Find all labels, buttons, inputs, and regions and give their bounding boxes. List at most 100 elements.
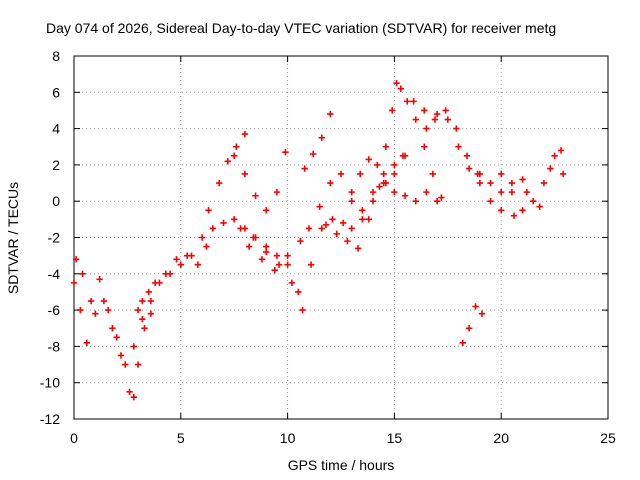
data-point <box>478 310 486 317</box>
data-point <box>348 198 355 205</box>
data-point <box>173 256 180 263</box>
series-track-8 <box>245 237 304 274</box>
data-point <box>327 179 334 187</box>
y-tick-label: 0 <box>52 193 60 209</box>
data-point <box>237 225 244 232</box>
data-point <box>117 352 125 359</box>
x-axis-label: GPS time / hours <box>288 457 395 473</box>
data-point <box>145 288 152 296</box>
data-point <box>284 252 291 259</box>
data-point <box>551 152 558 160</box>
data-point <box>487 179 494 187</box>
data-point <box>536 203 543 210</box>
data-point <box>203 243 210 250</box>
data-point <box>399 152 407 160</box>
data-point <box>547 165 554 172</box>
data-point <box>498 188 505 196</box>
data-point <box>288 279 296 287</box>
data-point <box>412 198 419 205</box>
x-tick-label: 10 <box>280 430 296 446</box>
data-point <box>557 147 565 154</box>
data-point <box>113 334 120 341</box>
y-tick-label: -6 <box>48 302 61 318</box>
data-point <box>109 325 116 332</box>
data-point <box>359 207 366 214</box>
series-track-5 <box>205 130 249 214</box>
data-point <box>134 306 142 314</box>
data-point <box>177 261 184 268</box>
data-point <box>391 161 398 169</box>
series-track-14 <box>382 80 445 201</box>
data-point <box>429 170 437 178</box>
data-point <box>263 207 270 214</box>
data-point <box>391 188 398 196</box>
data-point <box>295 288 302 296</box>
data-point <box>100 297 108 305</box>
data-point <box>299 306 306 314</box>
data-point <box>224 158 231 165</box>
data-point <box>344 237 351 245</box>
data-point <box>389 107 396 114</box>
data-point <box>104 306 112 314</box>
series-track-15 <box>391 188 441 205</box>
data-point <box>231 152 238 160</box>
series-track-19 <box>476 152 567 214</box>
data-point <box>250 234 257 241</box>
series-track-2 <box>72 256 155 368</box>
data-point <box>284 261 291 268</box>
y-tick-label: -4 <box>48 266 61 282</box>
data-point <box>369 188 377 196</box>
data-point <box>421 143 428 150</box>
data-point <box>87 297 95 305</box>
data-point <box>498 170 505 178</box>
data-point <box>348 225 355 232</box>
y-tick-label: 2 <box>52 157 60 173</box>
data-point <box>391 170 398 178</box>
data-point <box>151 279 159 287</box>
x-tick-label: 15 <box>387 430 403 446</box>
series-track-10 <box>301 110 334 172</box>
data-point <box>382 179 390 187</box>
series-track-16 <box>399 98 481 178</box>
data-point <box>241 130 249 138</box>
data-point <box>147 297 155 305</box>
data-point <box>559 170 567 178</box>
data-point <box>519 207 526 214</box>
data-point <box>433 110 441 118</box>
data-point <box>241 170 249 178</box>
y-tick-label: 4 <box>52 121 60 137</box>
data-point <box>77 306 84 314</box>
data-point <box>92 310 99 317</box>
data-point <box>465 325 473 332</box>
data-point <box>307 261 315 268</box>
data-point <box>216 179 223 187</box>
data-point <box>273 188 281 196</box>
data-point <box>369 198 377 205</box>
series-track-18 <box>459 303 486 346</box>
chart-title: Day 074 of 2026, Sidereal Day-to-day VTE… <box>46 20 556 36</box>
data-point <box>508 179 516 187</box>
data-point <box>423 125 430 132</box>
data-point <box>329 216 336 223</box>
data-point <box>487 198 494 205</box>
data-point <box>316 203 323 210</box>
data-point <box>194 261 202 268</box>
data-point <box>401 192 409 199</box>
data-point <box>476 179 484 187</box>
series-track-17 <box>423 110 526 196</box>
data-point <box>444 116 451 123</box>
data-point <box>357 170 364 178</box>
data-point <box>333 230 340 238</box>
data-point <box>472 303 479 310</box>
data-point <box>70 279 78 287</box>
series-track-6 <box>231 148 289 214</box>
data-point <box>459 339 466 346</box>
data-point <box>442 107 449 114</box>
y-tick-label: 6 <box>52 84 60 100</box>
data-point <box>508 188 516 196</box>
data-point <box>382 143 390 150</box>
axis-ticks: 0 5 10 15 20 25 -12 -10 -8 -6 -4 -2 0 2 4 6 8 <box>40 48 616 446</box>
data-point <box>337 170 345 178</box>
data-point <box>301 165 308 172</box>
